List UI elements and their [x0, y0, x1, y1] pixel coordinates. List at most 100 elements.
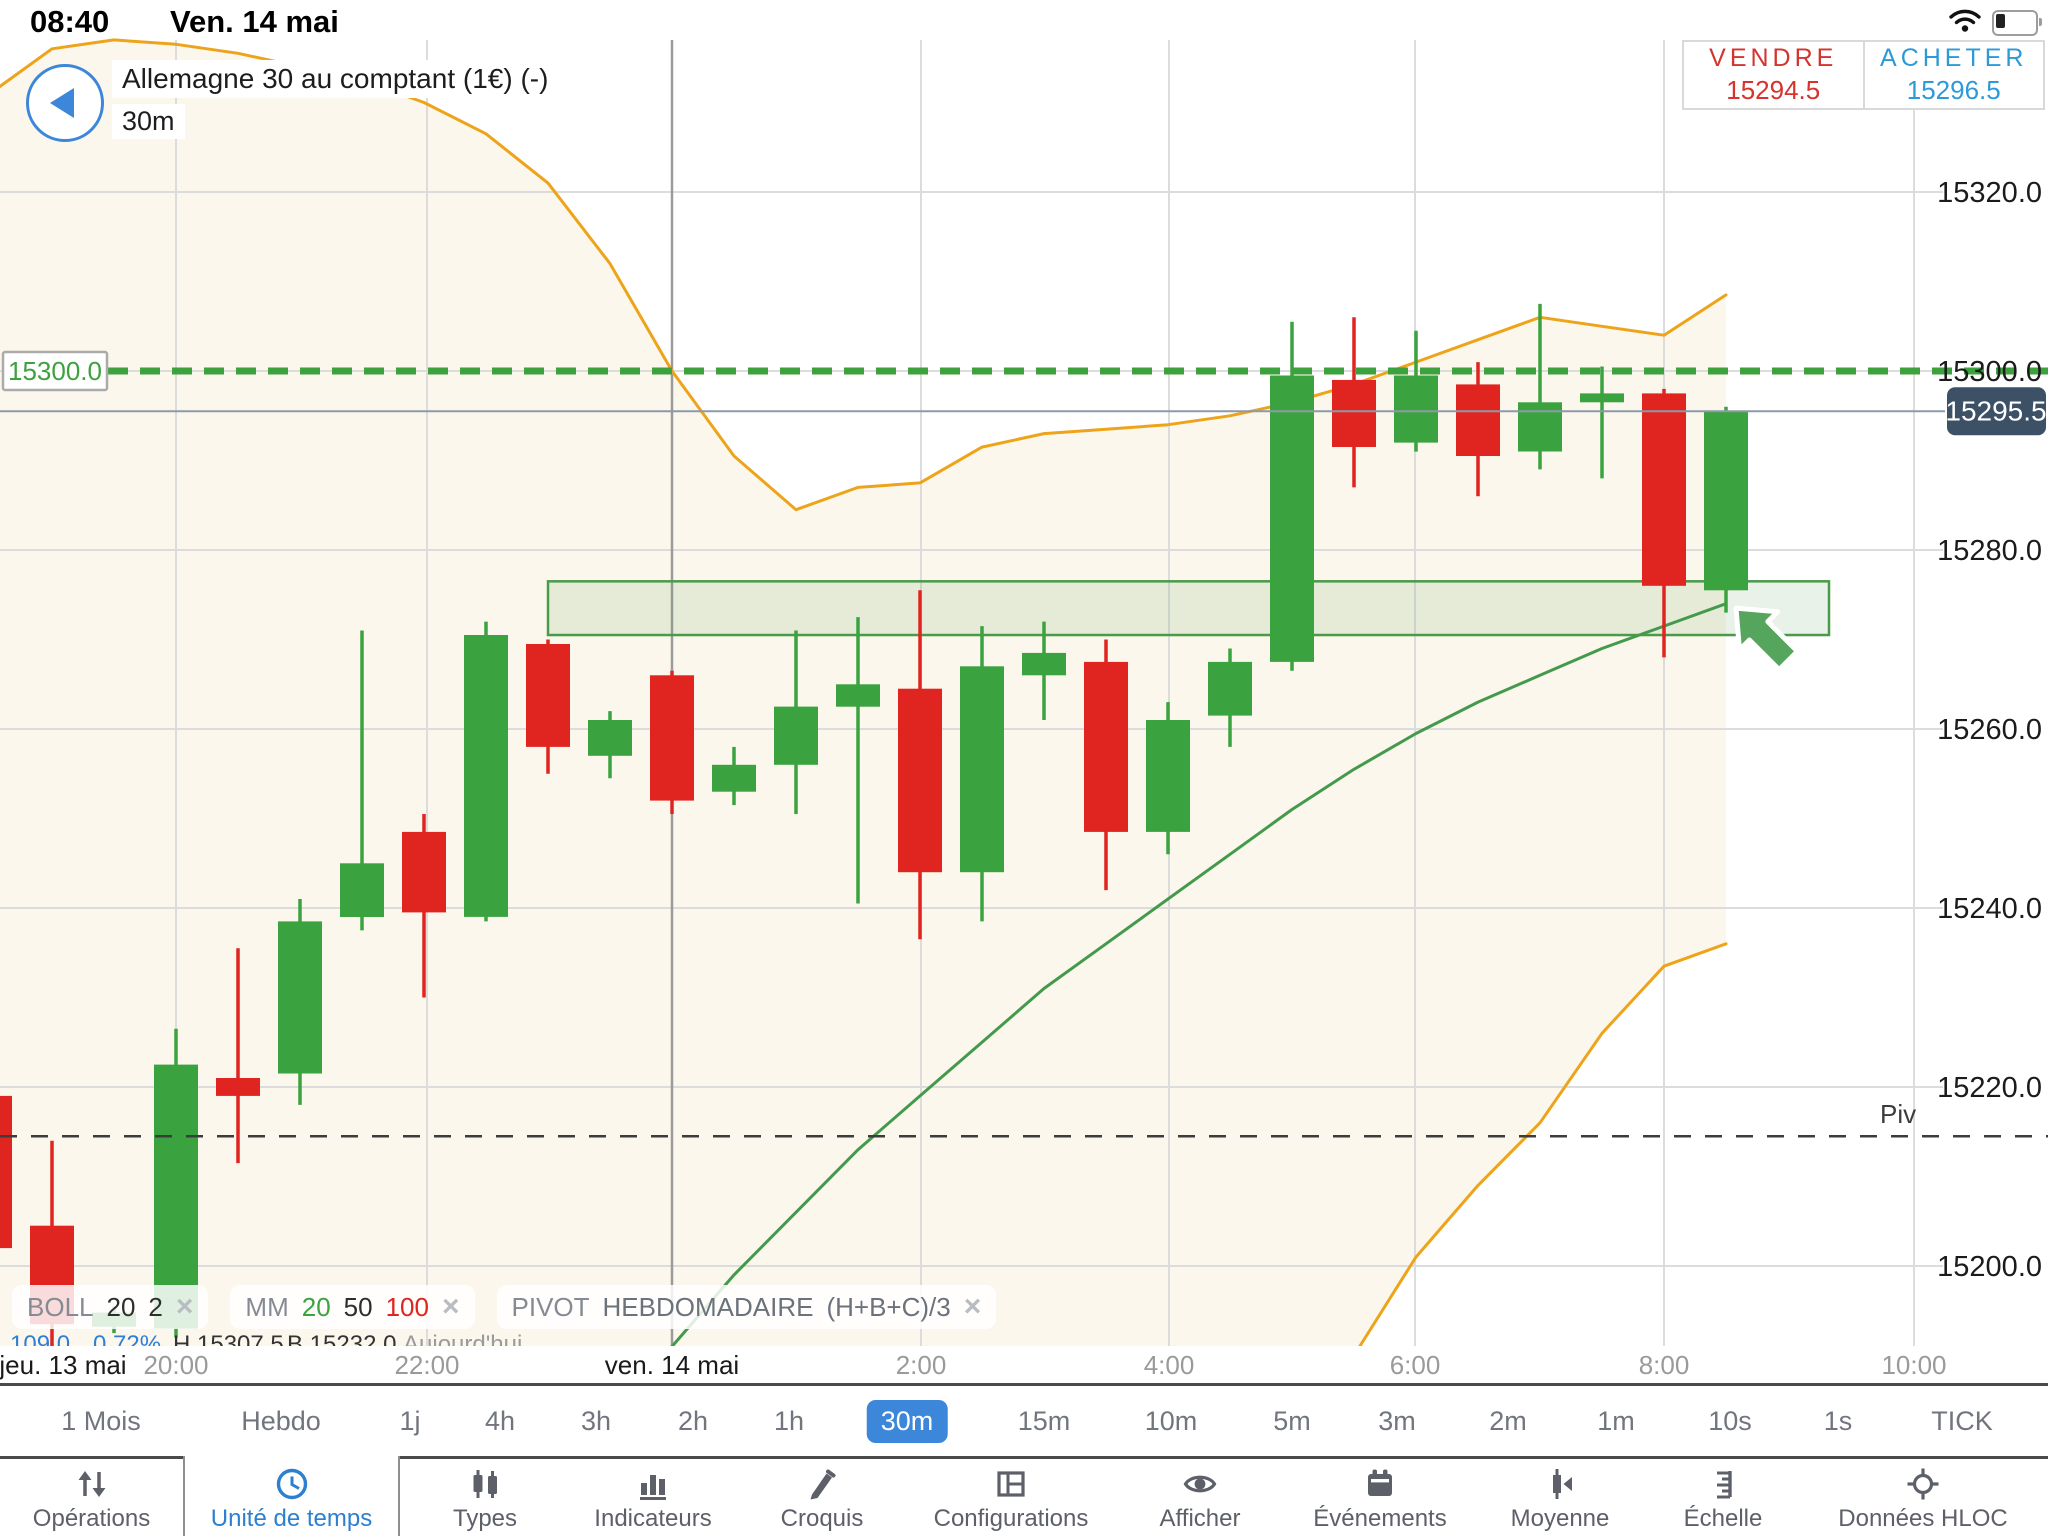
- x-axis-time: 6:00: [1390, 1350, 1441, 1380]
- timeframe-hebdo[interactable]: Hebdo: [241, 1406, 321, 1436]
- target-icon: [1903, 1464, 1943, 1504]
- x-axis-time: 4:00: [1144, 1350, 1195, 1380]
- toolbar-item-echelle[interactable]: Échelle: [1633, 1456, 1813, 1536]
- indicator-pill-boll[interactable]: BOLL 20 2 ×: [12, 1285, 209, 1329]
- toolbar-item-label: Données HLOC: [1838, 1505, 2008, 1532]
- timeframe-1s[interactable]: 1s: [1823, 1406, 1853, 1436]
- timeframe-1h[interactable]: 1h: [773, 1406, 805, 1436]
- sell-label: VENDRE: [1709, 44, 1838, 72]
- timeframe-3m[interactable]: 3m: [1378, 1406, 1416, 1436]
- indicator-name: PIVOT: [511, 1291, 590, 1322]
- instrument-title: Allemagne 30 au comptant (1€) (-): [112, 60, 559, 98]
- timeframe-1j[interactable]: 1j: [399, 1406, 421, 1436]
- toolbar-item-label: Événements: [1313, 1505, 1447, 1532]
- toolbar-item-afficher[interactable]: Afficher: [1110, 1456, 1290, 1536]
- up-down-arrows-icon: [72, 1464, 112, 1504]
- candles: [0, 303, 1748, 1360]
- pivot-label: Piv: [1880, 1099, 1916, 1129]
- indicator-pills: BOLL 20 2 × MM 20 50 100 × PIVOT HEBDOMADAIRE (H+B+…: [12, 1285, 997, 1329]
- toolbar-item-label: Échelle: [1683, 1505, 1763, 1532]
- indicator-name: MM: [245, 1291, 289, 1322]
- status-time: 08:40: [30, 4, 110, 39]
- toolbar-item-evenements[interactable]: Événements: [1290, 1456, 1470, 1536]
- sell-button[interactable]: VENDRE 15294.5: [1684, 42, 1865, 108]
- timeframe-10m[interactable]: 10m: [1144, 1406, 1198, 1436]
- indicator-param: (H+B+C)/3: [826, 1291, 951, 1322]
- status-bar: 08:40 Ven. 14 mai: [0, 0, 2048, 40]
- timeframe-30m[interactable]: 30m: [866, 1400, 948, 1443]
- y-axis-label: 15320.0: [1937, 177, 2042, 209]
- timeframe-1-mois[interactable]: 1 Mois: [61, 1406, 141, 1436]
- alert-level-label: 15300.0: [8, 356, 102, 386]
- x-axis-date: jeu. 13 mai: [0, 1350, 127, 1380]
- timeframe-10s[interactable]: 10s: [1708, 1406, 1752, 1436]
- x-axis-time: 20:00: [143, 1350, 208, 1380]
- y-axis-label: 15200.0: [1937, 1251, 2042, 1283]
- y-axis-label: 15220.0: [1937, 1072, 2042, 1104]
- indicator-param: 50: [343, 1291, 373, 1322]
- y-axis-label: 15280.0: [1937, 535, 2042, 567]
- candle-arrow-icon: [1540, 1464, 1580, 1504]
- toolbar-item-label: Croquis: [780, 1505, 864, 1532]
- bottom-toolbar: Opérations Unité de temps Types Indicate…: [0, 1456, 2048, 1536]
- timeframe-15m[interactable]: 15m: [1017, 1406, 1071, 1436]
- clock-icon: [272, 1464, 312, 1504]
- toolbar-item-donnees-hloc[interactable]: Données HLOC: [1833, 1456, 2013, 1536]
- timeframe-2h[interactable]: 2h: [677, 1406, 709, 1436]
- wifi-icon: [1948, 6, 1982, 39]
- timeframe-5m[interactable]: 5m: [1273, 1406, 1311, 1436]
- indicator-pill-mm[interactable]: MM 20 50 100 ×: [230, 1285, 475, 1329]
- pencil-icon: [802, 1464, 842, 1504]
- timeframe-1m[interactable]: 1m: [1597, 1406, 1635, 1436]
- indicator-param: 20: [106, 1291, 136, 1322]
- indicator-pill-pivot[interactable]: PIVOT HEBDOMADAIRE (H+B+C)/3 ×: [496, 1285, 997, 1329]
- ruler-icon: [1703, 1464, 1743, 1504]
- toolbar-item-moyenne[interactable]: Moyenne: [1470, 1456, 1650, 1536]
- toolbar-item-configurations[interactable]: Configurations: [921, 1456, 1101, 1536]
- toolbar-item-label: Opérations: [32, 1505, 151, 1532]
- candles-icon: [465, 1464, 505, 1504]
- sell-price: 15294.5: [1726, 75, 1821, 105]
- toolbar-item-croquis[interactable]: Croquis: [732, 1456, 912, 1536]
- x-axis-time: 2:00: [896, 1350, 947, 1380]
- buy-button[interactable]: ACHETER 15296.5: [1865, 42, 2044, 108]
- toolbar-item-label: Configurations: [933, 1505, 1089, 1532]
- timeframe-3h[interactable]: 3h: [580, 1406, 612, 1436]
- x-axis-time: 22:00: [394, 1350, 459, 1380]
- y-axis-label: 15300.0: [1937, 356, 2042, 388]
- toolbar-item-types[interactable]: Types: [395, 1456, 575, 1536]
- indicator-name: BOLL: [27, 1291, 94, 1322]
- timeframe-selector: 1 Mois Hebdo 1j 4h 3h 2h 1h 30m 15m 10m 5m 3m 2m 1m 10…: [0, 1383, 2048, 1456]
- toolbar-item-unite-de-temps[interactable]: Unité de temps: [183, 1456, 400, 1536]
- close-icon[interactable]: ×: [441, 1290, 460, 1323]
- toolbar-item-indicateurs[interactable]: Indicateurs: [563, 1456, 743, 1536]
- current-price-tag: 15295.5: [1945, 395, 2046, 426]
- back-button[interactable]: [26, 64, 104, 142]
- indicator-param: HEBDOMADAIRE: [602, 1291, 814, 1322]
- close-icon[interactable]: ×: [175, 1290, 194, 1323]
- indicator-param: 2: [148, 1291, 163, 1322]
- timeframe-2m[interactable]: 2m: [1489, 1406, 1527, 1436]
- support-zone-drawing: [546, 580, 1831, 637]
- timeframe-4h[interactable]: 4h: [484, 1406, 516, 1436]
- toolbar-item-label: Types: [452, 1505, 518, 1532]
- toolbar-item-label: Afficher: [1159, 1505, 1241, 1532]
- x-axis-time: 8:00: [1639, 1350, 1690, 1380]
- chart-timeframe-label: 30m: [112, 104, 185, 139]
- back-arrow-icon: [50, 88, 74, 118]
- bar-chart-icon: [633, 1464, 673, 1504]
- status-date: Ven. 14 mai: [170, 4, 339, 39]
- x-axis-time: 10:00: [1881, 1350, 1946, 1380]
- close-icon[interactable]: ×: [963, 1290, 982, 1323]
- layout-icon: [991, 1464, 1031, 1504]
- quote-panel: VENDRE 15294.5 ACHETER 15296.5: [1682, 40, 2045, 110]
- x-axis-date: ven. 14 mai: [605, 1350, 739, 1380]
- toolbar-item-operations[interactable]: Opérations: [0, 1456, 183, 1536]
- indicator-param: 20: [301, 1291, 331, 1322]
- buy-price: 15296.5: [1906, 75, 2001, 105]
- timeframe-tick[interactable]: TICK: [1931, 1406, 1993, 1436]
- indicator-param: 100: [385, 1291, 429, 1322]
- eye-icon: [1180, 1464, 1220, 1504]
